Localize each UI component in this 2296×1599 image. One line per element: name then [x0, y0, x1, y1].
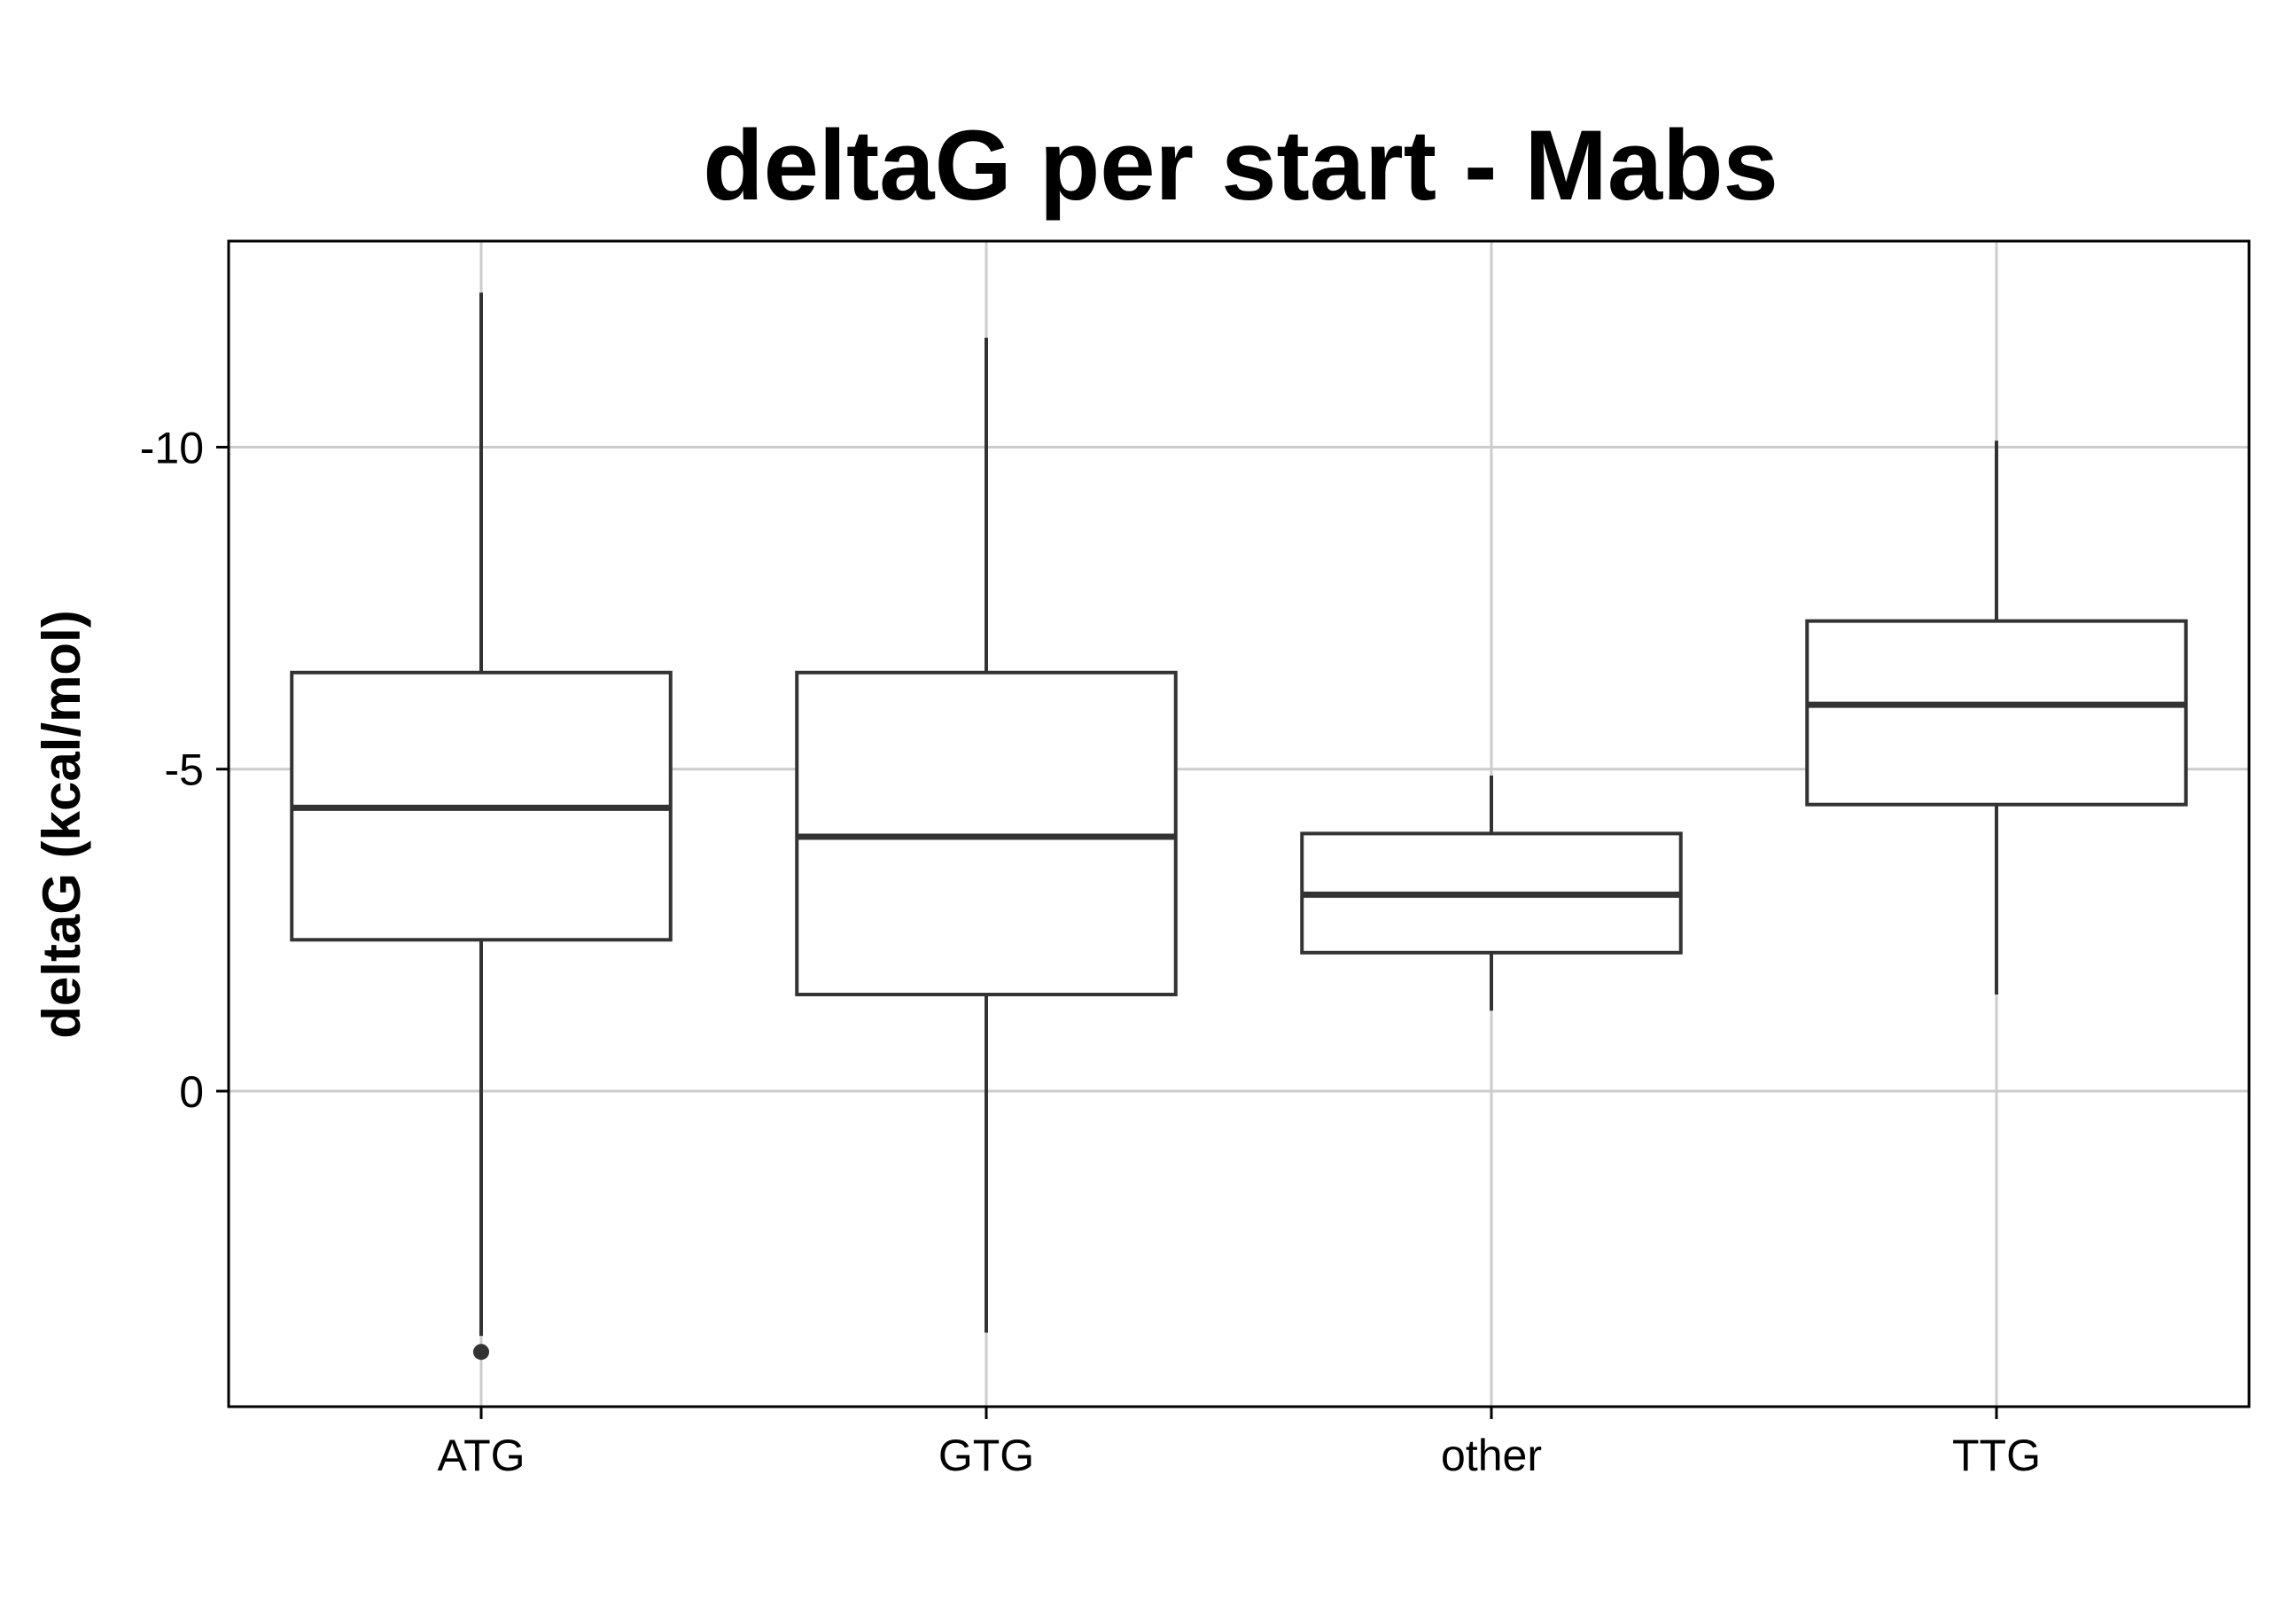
outlier-point: [473, 1344, 489, 1361]
axis-ticks: -10 -5 0 ATG GTG other TTG: [140, 423, 2041, 1480]
y-tick-label: -10: [140, 423, 204, 472]
x-tick-label: ATG: [437, 1431, 525, 1480]
box-iqr: [1805, 619, 2188, 807]
x-tick-label: TTG: [1952, 1431, 2041, 1480]
box-other: [1300, 776, 1683, 1011]
chart-title: deltaG per start - Mabs: [703, 110, 1778, 221]
box-ttg: [1805, 441, 2188, 995]
box-iqr: [795, 670, 1178, 997]
x-tick-label: GTG: [938, 1431, 1034, 1480]
y-tick-label: -5: [165, 745, 204, 795]
y-tick-label: 0: [179, 1067, 204, 1117]
y-axis-title: deltaG (kcal/mol): [32, 610, 91, 1038]
box-gtg: [795, 337, 1178, 1333]
box-atg: [290, 292, 673, 1361]
box-series: [290, 292, 2188, 1361]
x-tick-label: other: [1441, 1431, 1542, 1480]
plot-panel-border: [227, 239, 2251, 1408]
